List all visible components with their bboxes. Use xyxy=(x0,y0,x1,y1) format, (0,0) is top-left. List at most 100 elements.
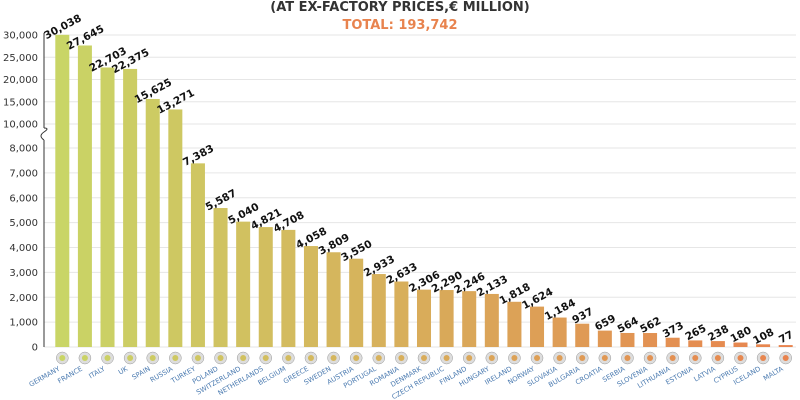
value-label: 238 xyxy=(706,323,731,344)
austria-flag-icon xyxy=(349,351,363,365)
greece-flag-icon xyxy=(304,351,318,365)
bar-romania xyxy=(394,281,409,347)
category-label: SPAIN xyxy=(131,365,152,382)
netherlands-flag-icon xyxy=(259,351,273,365)
bar-germany xyxy=(55,34,70,347)
cyprus-flag-icon xyxy=(734,351,747,365)
value-label: 265 xyxy=(683,322,708,343)
bar-portugal xyxy=(371,274,386,347)
bar-poland xyxy=(213,208,228,347)
y-tick-label: 8,000 xyxy=(9,144,38,155)
bar-czech-republic xyxy=(439,290,454,347)
y-tick-label: 30,000 xyxy=(3,31,38,42)
bar-bulgaria xyxy=(575,323,590,347)
bar-croatia xyxy=(597,330,612,347)
y-axis: 0 1,000 2,000 3,000 4,000 5,000 6,000 7,000 8,00… xyxy=(3,31,48,354)
value-label: 77 xyxy=(777,329,796,346)
category-label: UK xyxy=(117,365,130,377)
bar-italy xyxy=(100,67,115,347)
flag-row xyxy=(56,351,792,365)
bar-latvia xyxy=(710,341,725,347)
bar-series xyxy=(55,34,793,348)
y-tick-label: 0 xyxy=(32,343,38,354)
bar-russia xyxy=(168,109,183,347)
russia-flag-icon xyxy=(169,351,182,365)
bar-norway xyxy=(530,306,545,347)
chart-total-label: TOTAL: 193,742 xyxy=(342,18,457,33)
category-label: FRANCE xyxy=(56,365,84,385)
bar-switzerland xyxy=(236,221,251,347)
sweden-flag-icon xyxy=(327,351,340,365)
y-tick-label: 7,000 xyxy=(9,168,38,179)
bar-denmark xyxy=(416,289,432,347)
chart-subtitle: (AT EX-FACTORY PRICES,€ MILLION) xyxy=(270,0,530,15)
finland-flag-icon xyxy=(462,351,476,365)
iceland-flag-icon xyxy=(756,351,770,365)
portugal-flag-icon xyxy=(372,351,386,365)
bar-belgium xyxy=(281,229,296,347)
y-tick-label: 3,000 xyxy=(9,268,38,279)
bar-sweden xyxy=(326,252,341,347)
germany-flag-icon xyxy=(56,351,69,365)
bar-netherlands xyxy=(258,227,273,347)
switzerland-flag-icon xyxy=(236,351,250,365)
bar-malta xyxy=(778,345,793,347)
latvia-flag-icon xyxy=(711,351,725,365)
bar-hungary xyxy=(484,293,499,347)
hungary-flag-icon xyxy=(485,351,499,365)
bar-serbia xyxy=(620,332,635,347)
bar-cyprus xyxy=(733,342,748,347)
slovenia-flag-icon xyxy=(643,351,657,365)
romania-flag-icon xyxy=(395,351,408,365)
spain-flag-icon xyxy=(146,351,159,365)
bar-austria xyxy=(349,258,364,347)
y-tick-label: 5,000 xyxy=(9,218,38,229)
y-tick-label: 6,000 xyxy=(9,193,38,204)
value-label: 108 xyxy=(751,326,776,347)
bulgaria-flag-icon xyxy=(575,351,589,365)
value-label: 562 xyxy=(638,315,663,336)
belgium-flag-icon xyxy=(282,351,295,365)
value-label: 564 xyxy=(616,315,641,336)
y-tick-label: 20,000 xyxy=(3,75,38,86)
poland-flag-icon xyxy=(214,351,227,365)
y-tick-label: 4,000 xyxy=(9,243,38,254)
bar-greece xyxy=(303,246,318,347)
bar-turkey xyxy=(190,163,205,347)
bar-slovenia xyxy=(643,333,658,347)
value-label: 180 xyxy=(729,324,754,345)
y-tick-label: 15,000 xyxy=(3,97,38,108)
category-label: ITALY xyxy=(88,364,108,380)
value-label: 659 xyxy=(593,313,618,334)
bar-iceland xyxy=(756,344,771,347)
category-label: GERMANY xyxy=(28,364,62,388)
axis-break-symbol xyxy=(40,127,48,141)
y-tick-label: 2,000 xyxy=(9,293,38,304)
bar-ireland xyxy=(507,301,522,347)
bar-estonia xyxy=(688,340,703,347)
italy-flag-icon xyxy=(101,351,114,365)
ireland-flag-icon xyxy=(508,351,521,365)
y-tick-label: 25,000 xyxy=(3,53,38,64)
value-label: 373 xyxy=(661,320,686,341)
bar-slovakia xyxy=(552,317,567,347)
slovakia-flag-icon xyxy=(553,351,566,365)
croatia-flag-icon xyxy=(598,351,612,365)
czech-republic-flag-icon xyxy=(440,351,453,365)
bar-spain xyxy=(145,98,160,347)
france-flag-icon xyxy=(78,351,92,365)
y-tick-label: 1,000 xyxy=(9,318,38,329)
y-tick-label: 10,000 xyxy=(3,120,38,131)
bar-lithuania xyxy=(665,337,680,347)
bar-uk xyxy=(123,68,138,348)
bar-france xyxy=(77,45,92,348)
denmark-flag-icon xyxy=(417,351,431,365)
uk-flag-icon xyxy=(123,351,137,365)
malta-flag-icon xyxy=(779,351,792,365)
norway-flag-icon xyxy=(530,351,544,365)
category-label: MALTA xyxy=(762,365,785,383)
estonia-flag-icon xyxy=(689,351,702,365)
turkey-flag-icon xyxy=(191,351,205,365)
